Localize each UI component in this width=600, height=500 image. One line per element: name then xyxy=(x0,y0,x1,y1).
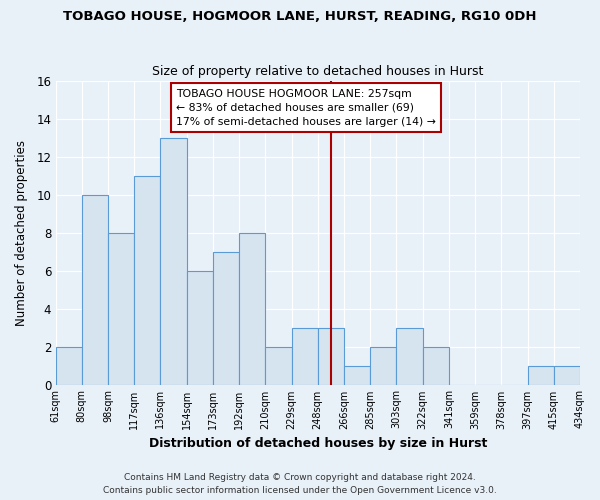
Bar xyxy=(397,328,422,385)
Bar xyxy=(318,328,344,385)
Bar xyxy=(265,347,292,385)
Bar xyxy=(292,328,318,385)
Bar xyxy=(422,347,449,385)
X-axis label: Distribution of detached houses by size in Hurst: Distribution of detached houses by size … xyxy=(149,437,487,450)
Bar xyxy=(213,252,239,385)
Bar xyxy=(239,233,265,385)
Bar xyxy=(82,195,108,385)
Text: TOBAGO HOUSE HOGMOOR LANE: 257sqm
← 83% of detached houses are smaller (69)
17% : TOBAGO HOUSE HOGMOOR LANE: 257sqm ← 83% … xyxy=(176,88,436,126)
Text: TOBAGO HOUSE, HOGMOOR LANE, HURST, READING, RG10 0DH: TOBAGO HOUSE, HOGMOOR LANE, HURST, READI… xyxy=(63,10,537,23)
Bar xyxy=(134,176,160,385)
Bar xyxy=(108,233,134,385)
Bar xyxy=(344,366,370,385)
Title: Size of property relative to detached houses in Hurst: Size of property relative to detached ho… xyxy=(152,66,484,78)
Bar xyxy=(187,271,213,385)
Bar xyxy=(554,366,580,385)
Bar xyxy=(527,366,554,385)
Text: Contains HM Land Registry data © Crown copyright and database right 2024.
Contai: Contains HM Land Registry data © Crown c… xyxy=(103,474,497,495)
Bar xyxy=(160,138,187,385)
Bar xyxy=(56,347,82,385)
Bar xyxy=(370,347,397,385)
Y-axis label: Number of detached properties: Number of detached properties xyxy=(15,140,28,326)
